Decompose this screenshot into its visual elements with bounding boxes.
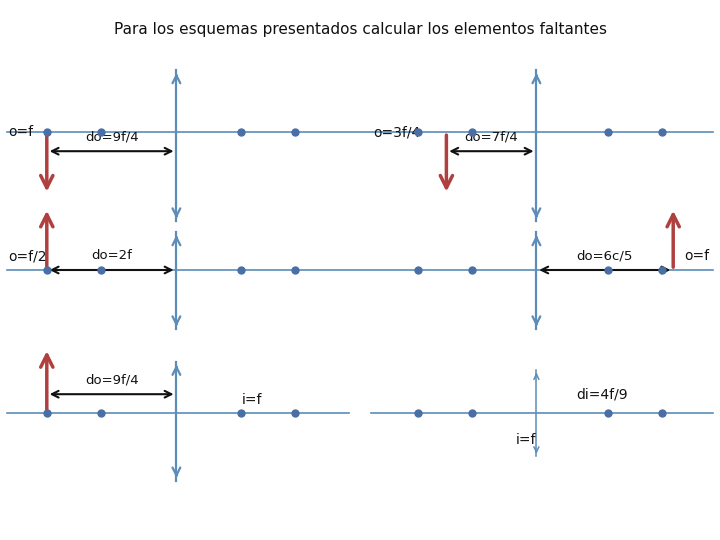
Text: o=f: o=f [9, 125, 34, 139]
Text: di=4f/9: di=4f/9 [576, 387, 628, 401]
Text: do=7f/4: do=7f/4 [464, 131, 518, 144]
Text: o=f/2: o=f/2 [9, 249, 47, 264]
Text: do=9f/4: do=9f/4 [85, 374, 138, 387]
Text: do=6c/5: do=6c/5 [577, 249, 633, 262]
Text: i=f: i=f [242, 393, 262, 407]
Text: Para los esquemas presentados calcular los elementos faltantes: Para los esquemas presentados calcular l… [114, 22, 606, 37]
Text: do=2f: do=2f [91, 249, 132, 262]
Text: o=f: o=f [684, 249, 709, 264]
Text: o=3f/4: o=3f/4 [373, 125, 420, 139]
Text: i=f: i=f [516, 433, 536, 447]
Text: do=9f/4: do=9f/4 [85, 131, 138, 144]
